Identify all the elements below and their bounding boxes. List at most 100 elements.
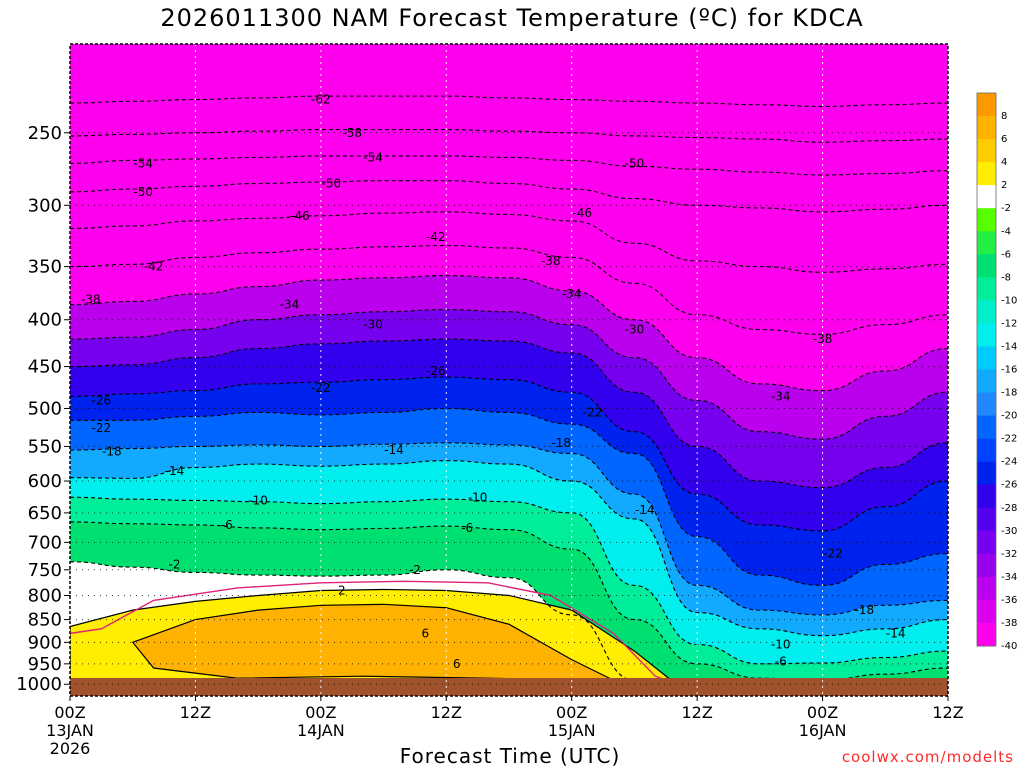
colorbar-swatch <box>977 461 996 486</box>
contour-label: -18 <box>102 444 122 458</box>
colorbar-swatch <box>977 507 996 532</box>
colorbar: 8 6 4 2 -2 -4 -6 -8 -10 -12 -14 -16 -18 -20 -22 -24 -26 -… <box>976 92 1017 652</box>
colorbar-label: -30 <box>1001 526 1017 537</box>
x-tick-label: 00Z <box>807 703 838 722</box>
isotherm--46 <box>70 211 948 273</box>
x-tick-label: 2026 <box>50 739 91 758</box>
colorbar-label: -20 <box>1001 411 1017 422</box>
y-axis-ticks: 2503003504004505005506006507007508008509… <box>16 123 70 695</box>
y-tick-label: 250 <box>28 123 62 144</box>
x-tick-label: 12Z <box>431 703 462 722</box>
x-tick-label: 00Z <box>54 703 85 722</box>
contour-label: -6 <box>221 518 233 532</box>
contour-label: -22 <box>823 547 843 561</box>
colorbar-label: -24 <box>1001 457 1017 468</box>
colorbar-swatch <box>977 300 996 324</box>
contour-label: -42 <box>426 230 446 244</box>
isotherm-contours <box>70 95 948 696</box>
colorbar-label: -32 <box>1001 549 1017 560</box>
x-tick-label: 00Z <box>556 703 587 722</box>
isotherm--10 <box>70 496 948 665</box>
colorbar-swatch <box>977 484 996 509</box>
colorbar-label: -40 <box>1001 641 1017 652</box>
colorbar-swatch <box>977 576 996 601</box>
y-tick-label: 350 <box>28 257 62 278</box>
contour-label: -62 <box>311 93 331 107</box>
contour-label: -22 <box>92 421 112 435</box>
colorbar-label: -4 <box>1001 226 1011 237</box>
contour-label: -14 <box>635 503 655 517</box>
x-axis-label: Forecast Time (UTC) <box>399 744 621 768</box>
colorbar-label: -6 <box>1001 249 1011 260</box>
contour-label: -18 <box>551 436 571 450</box>
contour-label: -26 <box>92 393 112 407</box>
contour-label: -14 <box>886 626 906 640</box>
contour-label: -2 <box>409 563 421 577</box>
contour-label: 6 <box>453 657 461 671</box>
isotherm--50 <box>70 180 948 213</box>
contour-label: 2 <box>338 583 346 597</box>
contour-label: -18 <box>855 603 875 617</box>
y-tick-label: 800 <box>28 585 62 606</box>
colorbar-swatch <box>977 553 996 578</box>
isotherm--18 <box>70 442 948 616</box>
contour-label: -22 <box>311 381 331 395</box>
x-tick-label: 12Z <box>932 703 963 722</box>
isotherm--42 <box>70 245 948 335</box>
colorbar-swatch <box>977 277 996 301</box>
temperature-field <box>70 44 948 696</box>
isotherm--38 <box>70 275 948 392</box>
colorbar-swatch <box>977 323 996 347</box>
x-tick-label: 12Z <box>180 703 211 722</box>
x-tick-label: 00Z <box>305 703 336 722</box>
isotherm--26 <box>70 376 948 532</box>
colorbar-label: 6 <box>1001 134 1007 145</box>
colorbar-swatch <box>977 208 996 232</box>
colorbar-swatch <box>977 415 996 440</box>
colorbar-swatch <box>977 392 996 417</box>
contour-label: -58 <box>342 126 362 140</box>
warm-band-6 <box>131 603 614 681</box>
colorbar-label: -14 <box>1001 341 1017 352</box>
isotherm--30 <box>70 338 948 489</box>
contour-label: -14 <box>165 464 185 478</box>
colorbar-swatch <box>977 231 996 255</box>
colorbar-swatch <box>977 185 996 209</box>
colorbar-swatch <box>977 369 996 394</box>
y-tick-label: 950 <box>28 654 62 675</box>
contour-label: -34 <box>280 298 300 312</box>
colorbar-label: -22 <box>1001 434 1017 445</box>
contour-label: -26 <box>426 364 446 378</box>
colorbar-swatch <box>977 346 996 370</box>
contour-label: -30 <box>625 323 645 337</box>
freezing-line <box>70 580 677 685</box>
colorbar-label: -10 <box>1001 295 1017 306</box>
colorbar-label: -2 <box>1001 203 1011 214</box>
y-tick-label: 900 <box>28 632 62 653</box>
y-tick-label: 300 <box>28 195 62 216</box>
x-tick-label: 16JAN <box>799 721 847 740</box>
colorbar-frame <box>976 92 997 647</box>
colorbar-swatch <box>977 438 996 463</box>
contour-label: -42 <box>144 260 164 274</box>
colorbar-label: 4 <box>1001 157 1007 168</box>
colorbar-swatch <box>977 530 996 555</box>
contour-label: -50 <box>133 185 153 199</box>
contour-label: -14 <box>384 443 404 457</box>
contour-label: -34 <box>771 389 791 403</box>
contour-label: -34 <box>562 287 582 301</box>
contour-label: -30 <box>363 318 383 332</box>
contour-label: -22 <box>583 405 603 419</box>
y-tick-label: 600 <box>28 471 62 492</box>
y-tick-label: 750 <box>28 560 62 581</box>
contour-label: -38 <box>81 292 101 306</box>
colorbar-label: -28 <box>1001 503 1017 514</box>
y-tick-label: 550 <box>28 436 62 457</box>
contour-label: -50 <box>625 156 645 170</box>
x-tick-label: 12Z <box>681 703 712 722</box>
y-tick-label: 700 <box>28 532 62 553</box>
credit-link[interactable]: coolwx.com/modelts <box>841 748 1014 766</box>
colorbar-label: 8 <box>1001 111 1007 122</box>
